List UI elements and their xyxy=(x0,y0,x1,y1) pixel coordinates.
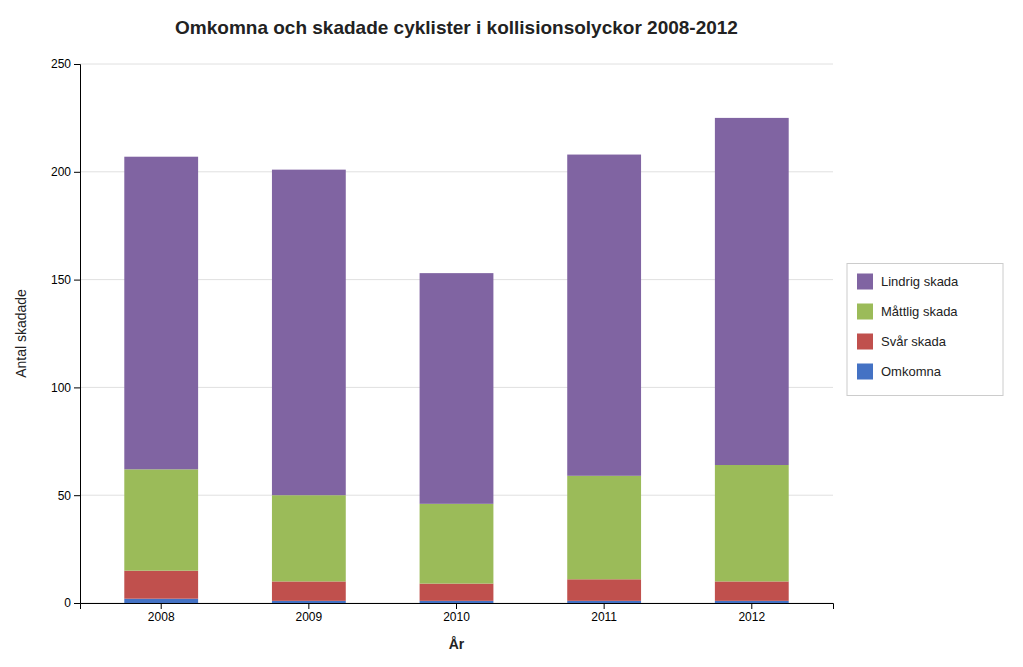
y-tick-mark xyxy=(74,387,80,388)
legend-item: Omkomna xyxy=(857,364,942,380)
legend-item: Svår skada xyxy=(857,334,947,350)
y-tick-mark xyxy=(74,280,80,281)
y-tick-label: 50 xyxy=(58,489,72,503)
bar-segment xyxy=(715,581,789,600)
x-tick-label: 2009 xyxy=(296,610,323,624)
bars xyxy=(124,118,788,603)
y-tick-mark xyxy=(74,603,80,604)
legend-label: Måttlig skada xyxy=(881,304,958,319)
bar-segment xyxy=(715,465,789,581)
bar-segment xyxy=(420,504,494,584)
y-tick: 0 xyxy=(64,596,80,610)
bar-segment xyxy=(420,601,494,603)
legend-label: Omkomna xyxy=(881,364,942,379)
legend-swatch xyxy=(857,304,873,320)
legend-item: Lindrig skada xyxy=(857,274,959,290)
x-tick-mark xyxy=(308,603,309,609)
bar-segment xyxy=(124,469,198,570)
plot-area: 2008 2009 2010 2011 2012 0 50 100 150 200 250 xyxy=(51,57,834,623)
x-tick: 2010 xyxy=(443,603,470,624)
y-tick: 200 xyxy=(51,165,80,179)
x-axis: 2008 2009 2010 2011 2012 xyxy=(81,603,834,624)
bar-segment xyxy=(715,601,789,603)
bar-segment xyxy=(272,170,346,496)
bar-segment xyxy=(272,601,346,603)
legend-frame xyxy=(847,264,1003,396)
bar-segment xyxy=(715,118,789,465)
chart-svg: 2008 2009 2010 2011 2012 0 50 100 150 200 250 Omkom… xyxy=(0,0,1023,667)
bar-segment xyxy=(567,601,641,603)
x-axis-line xyxy=(81,604,834,610)
x-tick: 2008 xyxy=(148,603,175,624)
x-tick-mark xyxy=(751,603,752,609)
grid xyxy=(80,64,833,603)
legend-label: Svår skada xyxy=(881,334,947,349)
x-tick-mark xyxy=(161,603,162,609)
x-tick: 2011 xyxy=(591,603,617,624)
y-tick-label: 250 xyxy=(51,57,71,71)
y-tick-label: 200 xyxy=(51,165,71,179)
bar-series xyxy=(124,118,788,504)
y-tick: 100 xyxy=(51,381,80,395)
y-tick-label: 0 xyxy=(64,596,71,610)
y-axis: 0 50 100 150 200 250 xyxy=(51,57,81,610)
x-tick-mark xyxy=(456,603,457,609)
legend-swatch xyxy=(857,334,873,350)
y-tick-label: 150 xyxy=(51,273,71,287)
grid-line xyxy=(80,64,833,65)
legend-swatch xyxy=(857,364,873,380)
x-axis-label: År xyxy=(449,636,465,652)
y-axis-line xyxy=(74,65,81,604)
y-tick-label: 100 xyxy=(51,381,71,395)
bar-segment xyxy=(420,273,494,504)
legend: Lindrig skada Måttlig skada Svår skada Omko… xyxy=(847,264,1003,396)
x-tick-label: 2011 xyxy=(591,610,617,624)
x-tick-mark xyxy=(604,603,605,609)
legend-item: Måttlig skada xyxy=(857,304,958,320)
x-tick: 2012 xyxy=(738,603,765,624)
title: Omkomna och skadade cyklister i kollisio… xyxy=(175,17,738,38)
x-tick-label: 2010 xyxy=(443,610,470,624)
bar-segment xyxy=(272,581,346,600)
legend-swatch xyxy=(857,274,873,290)
y-axis-label: Antal skadade xyxy=(13,289,29,378)
legend-label: Lindrig skada xyxy=(881,274,959,289)
bar-segment xyxy=(124,157,198,470)
y-tick: 50 xyxy=(58,489,80,503)
y-tick-mark xyxy=(74,495,80,496)
y-tick-mark xyxy=(74,172,80,173)
bar-segment xyxy=(567,155,641,476)
bar-segment xyxy=(124,571,198,599)
y-tick-mark xyxy=(74,64,80,65)
x-tick-label: 2012 xyxy=(738,610,765,624)
bar-segment xyxy=(420,584,494,601)
y-tick: 150 xyxy=(51,273,80,287)
y-tick: 250 xyxy=(51,57,80,71)
bar-segment xyxy=(124,599,198,603)
chart-container: 2008 2009 2010 2011 2012 0 50 100 150 200 250 Omkom… xyxy=(0,0,1023,667)
bar-segment xyxy=(272,495,346,581)
x-tick: 2009 xyxy=(296,603,323,624)
bar-segment xyxy=(567,579,641,601)
bar-segment xyxy=(567,476,641,579)
x-tick-label: 2008 xyxy=(148,610,175,624)
